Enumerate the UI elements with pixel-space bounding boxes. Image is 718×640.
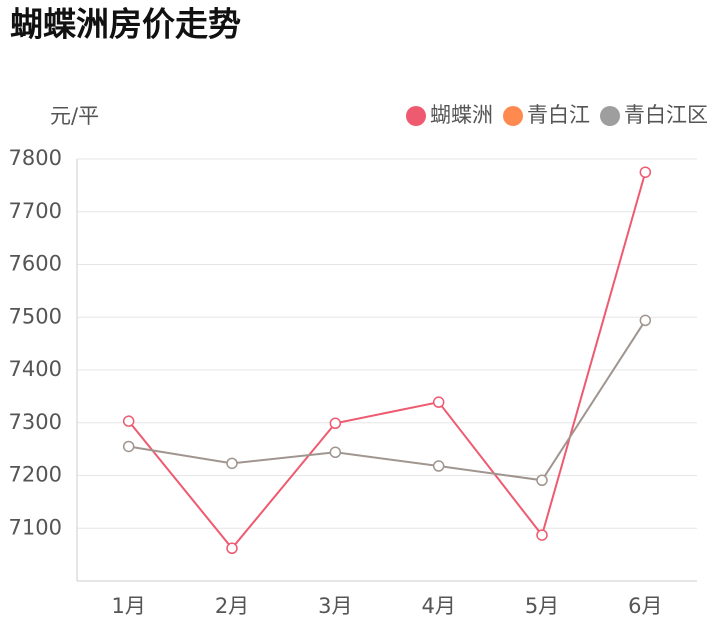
- y-tick-label: 7800: [9, 146, 62, 170]
- data-point: [639, 166, 652, 178]
- y-tick-label: 7500: [9, 304, 62, 328]
- legend-marker: [503, 106, 523, 126]
- x-tick-label: 3月: [318, 594, 352, 618]
- series-line: [127, 171, 647, 550]
- chart-title: 蝴蝶洲房价走势: [10, 5, 241, 44]
- data-point: [536, 474, 548, 486]
- data-point: [536, 529, 548, 541]
- y-tick-label: 7100: [9, 515, 62, 539]
- x-tick-label: 2月: [215, 594, 249, 618]
- data-point: [639, 314, 652, 327]
- legend-marker: [406, 106, 426, 126]
- data-point: [226, 542, 238, 555]
- series-line: [128, 319, 647, 482]
- legend-marker: [600, 106, 620, 126]
- data-point: [432, 396, 445, 408]
- x-tick-label: 6月: [628, 594, 662, 618]
- legend-label: 蝴蝶洲: [430, 103, 493, 127]
- y-tick-label: 7600: [9, 252, 62, 276]
- x-tick-label: 1月: [111, 594, 145, 618]
- data-point: [226, 457, 238, 470]
- x-tick-label: 5月: [525, 594, 559, 618]
- y-tick-label: 7300: [9, 410, 62, 434]
- legend-label: 青白江: [527, 103, 590, 127]
- y-tick-label: 7400: [9, 357, 62, 381]
- data-point: [432, 460, 445, 472]
- y-tick-label: 7200: [9, 463, 62, 487]
- data-point: [329, 446, 342, 459]
- data-point: [329, 417, 342, 430]
- data-point: [122, 440, 135, 453]
- legend-label: 青白江区: [624, 103, 708, 127]
- y-tick-label: 7700: [9, 199, 62, 223]
- x-tick-label: 4月: [421, 594, 455, 618]
- y-axis-label: 元/平: [50, 104, 99, 128]
- data-point: [122, 415, 135, 427]
